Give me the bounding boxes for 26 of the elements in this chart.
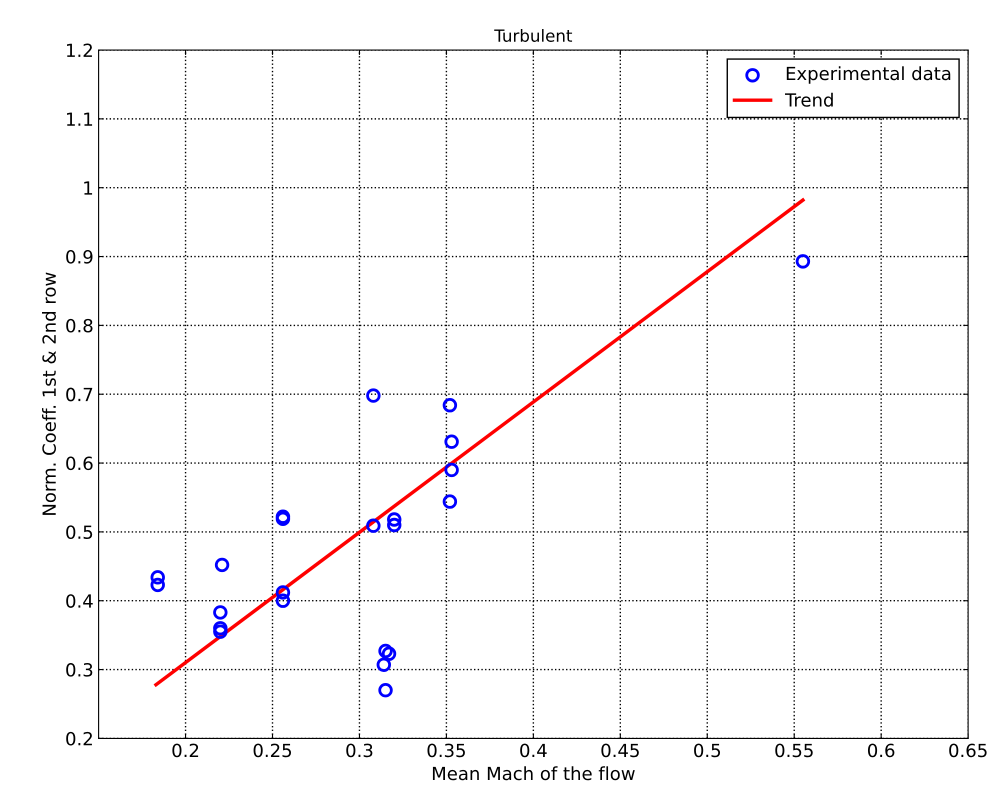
x-tick-label: 0.2	[172, 744, 198, 758]
y-tick-label: 0.2	[66, 732, 92, 746]
y-tick-label: 0.3	[66, 663, 92, 677]
x-tick-label: 0.35	[427, 744, 465, 758]
y-tick-label: 0.8	[66, 318, 93, 332]
x-tick-label: 0.45	[601, 744, 639, 758]
chart-title: Turbulent	[494, 29, 572, 42]
x-tick-label: 0.55	[775, 744, 813, 758]
x-tick-label: 0.3	[346, 744, 372, 758]
y-tick-label: 1.2	[67, 43, 92, 57]
y-tick-label: 0.5	[66, 525, 92, 540]
x-tick-label: 0.25	[254, 744, 292, 758]
y-tick-label: 1.1	[67, 112, 92, 126]
y-tick-label: 0.4	[66, 594, 93, 608]
legend-label: Trend	[784, 92, 833, 107]
x-axis-title: Mean Mach of the flow	[432, 766, 635, 780]
x-tick-label: 0.65	[949, 744, 987, 758]
y-tick-label: 0.7	[66, 388, 92, 402]
y-tick-label: 1	[84, 181, 92, 195]
x-tick-label: 0.5	[694, 744, 720, 758]
legend-label: Experimental data	[786, 66, 950, 84]
x-tick-label: 0.6	[868, 744, 894, 758]
y-tick-label: 0.9	[66, 250, 92, 264]
x-tick-label: 0.4	[520, 744, 547, 758]
y-axis-title: Norm. Coeff. 1st & 2nd row	[42, 272, 56, 515]
y-tick-label: 0.6	[66, 456, 93, 470]
